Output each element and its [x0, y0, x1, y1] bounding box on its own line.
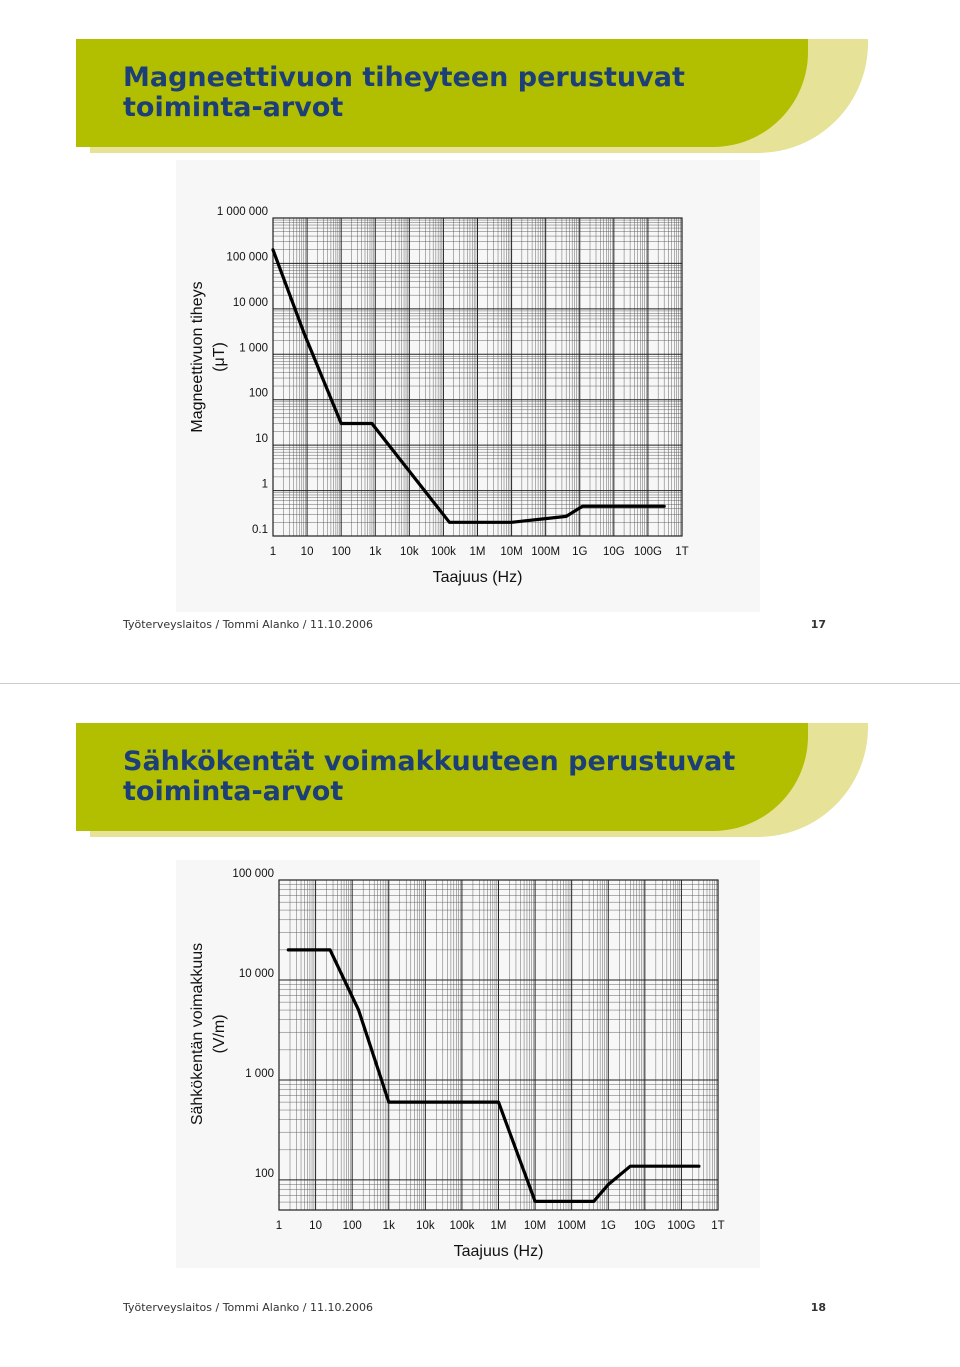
x-tick-label: 10k [416, 1220, 435, 1232]
x-tick-label: 1M [470, 546, 486, 558]
y-axis-title: Sähkökentän voimakkuus [189, 943, 206, 1125]
x-axis-title: Taajuus (Hz) [454, 1243, 544, 1260]
y-axis-unit: (V/m) [211, 1014, 228, 1053]
x-tick-label: 10M [500, 546, 522, 558]
y-tick-label: 10 000 [233, 297, 268, 309]
x-tick-label: 1 [270, 546, 276, 558]
x-tick-label: 10 [301, 546, 314, 558]
y-tick-label: 1 [262, 479, 268, 491]
x-tick-label: 100G [634, 546, 662, 558]
slide-17: Magneettivuon tiheyteen perustuvat toimi… [0, 0, 960, 683]
y-axis-title: Magneettivuon tiheys [189, 281, 206, 432]
plot-frame [278, 879, 719, 1211]
y-tick-label: 100 [249, 388, 268, 400]
slide-title-line2: toiminta-arvot [123, 92, 344, 123]
x-tick-label: 100 [343, 1220, 362, 1232]
y-tick-label: 100 000 [226, 251, 268, 263]
x-tick-label: 10G [603, 546, 625, 558]
slide-title-line2: toiminta-arvot [123, 776, 344, 807]
slide-title: Sähkökentät voimakkuuteen perustuvat toi… [123, 747, 783, 807]
x-tick-label: 100k [449, 1220, 474, 1232]
plot-frame [272, 217, 683, 537]
x-tick-label: 1T [675, 546, 688, 558]
x-tick-label: 100 [332, 546, 351, 558]
footer-text: Työterveyslaitos / Tommi Alanko / 11.10.… [123, 1301, 373, 1314]
x-tick-label: 1k [383, 1220, 395, 1232]
x-tick-label: 100k [431, 546, 456, 558]
x-tick-label: 100G [667, 1220, 695, 1232]
x-tick-label: 1G [601, 1220, 616, 1232]
page-number: 17 [810, 618, 826, 631]
x-axis-title: Taajuus (Hz) [433, 569, 523, 586]
x-tick-label: 10 [309, 1220, 322, 1232]
slide-title: Magneettivuon tiheyteen perustuvat toimi… [123, 63, 783, 123]
magnetic-flux-chart: 1 10 100 1k 10k 100k 1M 10M 100M 1G 10G 100G 1T0.111… [189, 206, 689, 586]
limit-curve [271, 248, 666, 524]
y-tick-label: 100 [255, 1168, 274, 1180]
y-tick-label: 1 000 [245, 1068, 274, 1080]
x-tick-label: 1k [369, 546, 381, 558]
limit-curve [286, 948, 701, 1204]
x-tick-label: 1M [491, 1220, 507, 1232]
x-tick-label: 10M [524, 1220, 546, 1232]
x-tick-label: 1T [711, 1220, 724, 1232]
y-tick-label: 10 000 [239, 968, 274, 980]
page-separator [0, 683, 960, 684]
x-tick-label: 100M [531, 546, 560, 558]
footer-text: Työterveyslaitos / Tommi Alanko / 11.10.… [123, 618, 373, 631]
y-tick-label: 1 000 000 [217, 206, 268, 218]
title-banner [76, 39, 808, 147]
x-tick-label: 10k [400, 546, 419, 558]
y-tick-label: 0.1 [252, 524, 268, 536]
y-tick-label: 10 [255, 433, 268, 445]
electric-field-chart: 1 10 100 1k 10k 100k 1M 10M 100M 1G 10G 100G 1T 100 1 … [189, 868, 725, 1260]
x-tick-label: 1 [276, 1220, 282, 1232]
slide-title-line1: Magneettivuon tiheyteen perustuvat [123, 62, 685, 93]
page-number: 18 [810, 1301, 826, 1314]
x-tick-label: 1G [572, 546, 587, 558]
title-banner [76, 723, 808, 831]
x-tick-label: 10G [634, 1220, 656, 1232]
x-tick-label: 100M [557, 1220, 586, 1232]
y-axis-unit: (μT) [211, 342, 228, 372]
y-tick-label: 1 000 [239, 342, 268, 354]
slide-title-line1: Sähkökentät voimakkuuteen perustuvat [123, 746, 736, 777]
chart-background [176, 860, 760, 1268]
slide-18: Sähkökentät voimakkuuteen perustuvat toi… [0, 684, 960, 1367]
chart-grid [272, 217, 683, 537]
y-tick-label: 100 000 [232, 868, 274, 880]
chart-grid [278, 879, 719, 1210]
